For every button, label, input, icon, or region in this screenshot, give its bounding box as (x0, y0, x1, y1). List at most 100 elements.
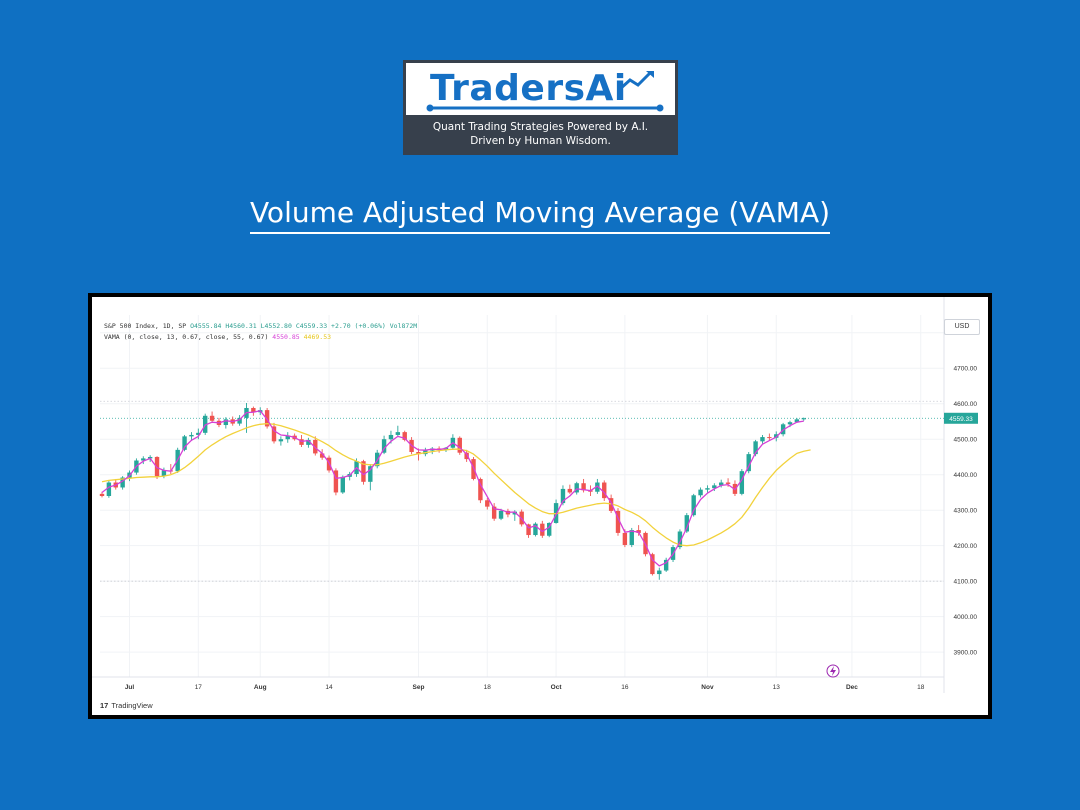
candle-body (615, 510, 621, 533)
y-tick-label: 4300.00 (954, 508, 978, 515)
candle-body (540, 523, 545, 536)
candle-body (285, 435, 290, 440)
candle-body (712, 485, 717, 489)
vama-slow-value: 4469.53 (303, 333, 332, 341)
candle-body (319, 453, 325, 458)
candle-body (553, 503, 559, 523)
y-tick-label: 4000.00 (954, 614, 978, 621)
candle-body (677, 531, 683, 548)
candle-body (491, 506, 497, 519)
lightning-icon (830, 666, 836, 676)
vama-fast-value: 4550.85 (272, 333, 300, 341)
candle-body (753, 441, 758, 455)
candle-body (684, 515, 689, 532)
open-value: O4555.84 (190, 322, 222, 330)
candle-body (719, 482, 724, 486)
candle-body (209, 415, 215, 421)
candle-body (120, 477, 125, 488)
candle-body (161, 470, 167, 477)
candle-body (608, 498, 614, 511)
candle-body (223, 419, 229, 426)
candle-body (657, 570, 662, 575)
candle-body (182, 436, 187, 450)
candle-body (602, 482, 607, 499)
candle-body (485, 500, 490, 507)
x-tick-label: 18 (484, 684, 492, 691)
y-tick-label: 3900.00 (954, 650, 978, 657)
tradingview-label: TradingView (111, 701, 153, 710)
candle-body (560, 488, 566, 504)
x-tick-label: 14 (325, 684, 333, 691)
candle-body (705, 488, 710, 490)
x-tick-label: Sep (413, 684, 425, 691)
candle-body (416, 451, 421, 455)
x-tick-label: 13 (773, 684, 781, 691)
change-value: +2.70 (+0.06%) (331, 322, 386, 330)
candle-body (650, 554, 655, 575)
candle-body (154, 456, 160, 477)
candlestick-chart[interactable]: 4800.004700.004600.004500.004400.004300.… (92, 297, 988, 715)
candle-body (739, 471, 745, 494)
candle-body (381, 439, 387, 453)
candle-body (457, 437, 462, 453)
candle-body (368, 466, 373, 482)
candle-body (574, 483, 579, 493)
indicator-label: VAMA (0, close, 13, 0.67, close, 55, 0.6… (104, 333, 269, 341)
candle-body (691, 495, 696, 516)
candle-body (237, 417, 242, 424)
x-tick-label: 17 (195, 684, 203, 691)
symbol-label: S&P 500 Index, 1D, SP (104, 322, 187, 330)
y-tick-label: 4400.00 (954, 472, 978, 479)
candle-body (189, 434, 194, 437)
candle-body (767, 437, 772, 439)
candle-body (106, 482, 112, 496)
y-tick-label: 4700.00 (954, 366, 978, 373)
candle-body (746, 454, 751, 472)
x-tick-label: Dec (846, 684, 858, 691)
x-tick-label: Jul (125, 684, 135, 691)
candle-body (801, 418, 806, 420)
lightning-icon-ring (826, 664, 840, 678)
vama-slow-line (101, 422, 811, 547)
page-title-text: Volume Adjusted Moving Average (VAMA) (249, 196, 831, 234)
volume-value: Vol872M (389, 322, 418, 330)
logo-wordmark: TradersAi (430, 68, 627, 109)
candle-body (464, 452, 469, 460)
logo-tagline-line-1: Quant Trading Strategies Powered by A.I. (432, 121, 649, 133)
x-tick-label: 16 (621, 684, 629, 691)
high-value: H4560.31 (225, 322, 257, 330)
price-tag-box (944, 412, 978, 424)
low-value: L4552.80 (260, 322, 292, 330)
candle-body (147, 456, 153, 459)
candle-body (636, 530, 641, 533)
candle-body (794, 419, 800, 423)
candle-body (340, 476, 345, 493)
currency-button[interactable]: USD (944, 319, 980, 335)
chart-legend: S&P 500 Index, 1D, SP O4555.84 H4560.31 … (104, 321, 417, 343)
ohlc-legend-row: S&P 500 Index, 1D, SP O4555.84 H4560.31 … (104, 321, 417, 332)
candle-body (774, 434, 779, 438)
chart-frame: 4800.004700.004600.004500.004400.004300.… (88, 293, 992, 719)
candle-body (278, 439, 284, 442)
candle-body (299, 439, 304, 445)
candle-body (512, 511, 517, 515)
price-tag-label: 4559.33 (949, 416, 973, 423)
candle-body (478, 478, 483, 501)
logo-tagline: Quant Trading Strategies Powered by A.I.… (406, 115, 675, 155)
y-tick-label: 4500.00 (954, 437, 978, 444)
candle-body (313, 439, 318, 454)
tradingview-logo-icon: 17 (100, 701, 109, 710)
chart-panel[interactable]: 4800.004700.004600.004500.004400.004300.… (92, 297, 988, 715)
y-tick-label: 4100.00 (954, 579, 978, 586)
candle-body (581, 483, 586, 491)
candle-body (547, 522, 552, 536)
vama-legend-row: VAMA (0, close, 13, 0.67, close, 55, 0.6… (104, 332, 417, 343)
x-tick-label: Aug (254, 684, 267, 691)
vama-fast-line (101, 410, 804, 567)
candle-body (526, 524, 531, 536)
logo-tagline-line-2: Driven by Human Wisdom. (470, 135, 611, 147)
candle-body (196, 432, 201, 435)
candle-body (395, 432, 401, 435)
candle-body (306, 439, 311, 445)
logo-wordmark-area: TradersAi (406, 63, 675, 115)
